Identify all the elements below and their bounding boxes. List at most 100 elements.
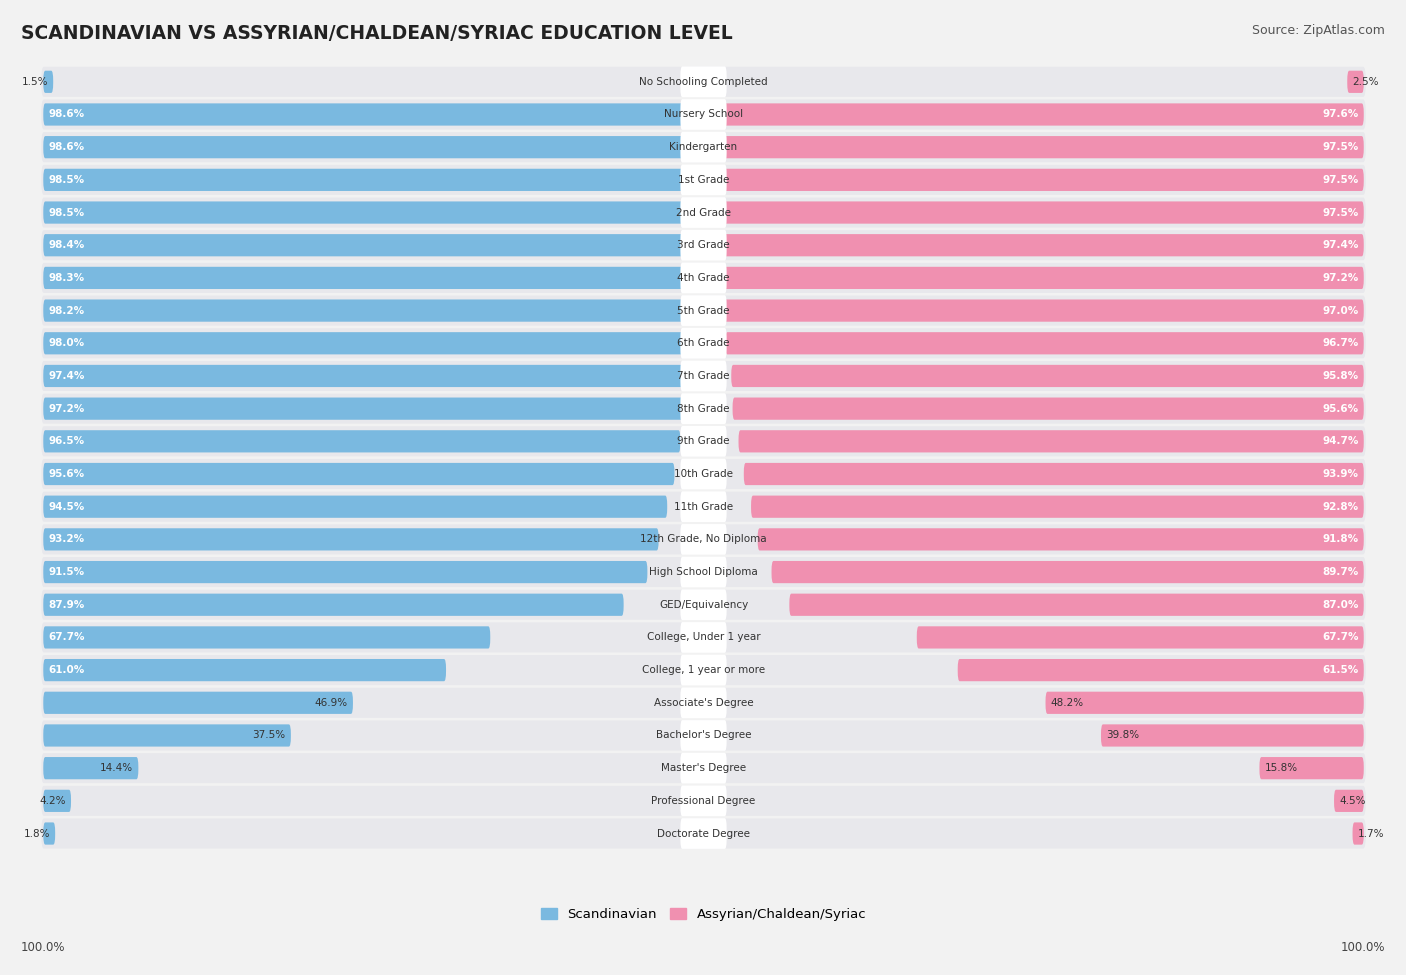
Text: 11th Grade: 11th Grade [673, 502, 733, 512]
Text: 98.4%: 98.4% [49, 240, 84, 251]
FancyBboxPatch shape [681, 458, 727, 489]
Text: 100.0%: 100.0% [1340, 941, 1385, 954]
FancyBboxPatch shape [44, 463, 675, 486]
Text: 98.2%: 98.2% [49, 305, 84, 316]
FancyBboxPatch shape [681, 589, 727, 620]
Text: 94.7%: 94.7% [1322, 437, 1358, 447]
FancyBboxPatch shape [681, 655, 727, 685]
Text: College, Under 1 year: College, Under 1 year [647, 633, 761, 643]
FancyBboxPatch shape [720, 169, 1364, 191]
FancyBboxPatch shape [44, 757, 138, 779]
FancyBboxPatch shape [41, 655, 1365, 685]
FancyBboxPatch shape [681, 361, 727, 391]
FancyBboxPatch shape [44, 71, 53, 93]
Text: 4.2%: 4.2% [39, 796, 66, 806]
Text: 4.5%: 4.5% [1340, 796, 1365, 806]
Text: 97.4%: 97.4% [49, 370, 84, 381]
FancyBboxPatch shape [681, 230, 727, 260]
FancyBboxPatch shape [44, 594, 624, 616]
Text: Bachelor's Degree: Bachelor's Degree [655, 730, 751, 740]
FancyBboxPatch shape [41, 818, 1365, 848]
FancyBboxPatch shape [44, 659, 446, 682]
Text: 97.5%: 97.5% [1322, 208, 1358, 217]
Text: 48.2%: 48.2% [1050, 698, 1084, 708]
Text: 67.7%: 67.7% [49, 633, 86, 643]
FancyBboxPatch shape [41, 198, 1365, 227]
FancyBboxPatch shape [44, 103, 695, 126]
FancyBboxPatch shape [44, 790, 72, 812]
FancyBboxPatch shape [681, 426, 727, 456]
FancyBboxPatch shape [44, 724, 291, 747]
Text: 98.6%: 98.6% [49, 142, 84, 152]
Text: 93.2%: 93.2% [49, 534, 84, 544]
Text: 96.5%: 96.5% [49, 437, 84, 447]
FancyBboxPatch shape [41, 66, 1365, 97]
FancyBboxPatch shape [44, 267, 692, 289]
FancyBboxPatch shape [41, 263, 1365, 292]
Text: 95.8%: 95.8% [1323, 370, 1358, 381]
FancyBboxPatch shape [681, 491, 727, 522]
FancyBboxPatch shape [44, 169, 693, 191]
FancyBboxPatch shape [41, 525, 1365, 555]
FancyBboxPatch shape [681, 557, 727, 587]
Text: 97.2%: 97.2% [49, 404, 84, 413]
Text: 8th Grade: 8th Grade [678, 404, 730, 413]
FancyBboxPatch shape [44, 691, 353, 714]
Text: 98.6%: 98.6% [49, 109, 84, 120]
FancyBboxPatch shape [44, 299, 692, 322]
Text: 97.5%: 97.5% [1322, 142, 1358, 152]
FancyBboxPatch shape [41, 753, 1365, 783]
Text: 98.5%: 98.5% [49, 175, 84, 185]
FancyBboxPatch shape [1353, 823, 1364, 844]
Text: 95.6%: 95.6% [1323, 404, 1358, 413]
FancyBboxPatch shape [41, 426, 1365, 456]
Legend: Scandinavian, Assyrian/Chaldean/Syriac: Scandinavian, Assyrian/Chaldean/Syriac [536, 903, 872, 926]
Text: 14.4%: 14.4% [100, 763, 134, 773]
FancyBboxPatch shape [41, 622, 1365, 652]
Text: 5th Grade: 5th Grade [678, 305, 730, 316]
Text: No Schooling Completed: No Schooling Completed [640, 77, 768, 87]
FancyBboxPatch shape [41, 786, 1365, 816]
FancyBboxPatch shape [720, 103, 1364, 126]
Text: 1.5%: 1.5% [21, 77, 48, 87]
Text: 100.0%: 100.0% [21, 941, 66, 954]
Text: GED/Equivalency: GED/Equivalency [659, 600, 748, 609]
FancyBboxPatch shape [44, 528, 658, 551]
Text: 12th Grade, No Diploma: 12th Grade, No Diploma [640, 534, 766, 544]
Text: SCANDINAVIAN VS ASSYRIAN/CHALDEAN/SYRIAC EDUCATION LEVEL: SCANDINAVIAN VS ASSYRIAN/CHALDEAN/SYRIAC… [21, 24, 733, 43]
FancyBboxPatch shape [44, 234, 693, 256]
Text: 91.8%: 91.8% [1323, 534, 1358, 544]
FancyBboxPatch shape [720, 202, 1364, 223]
FancyBboxPatch shape [44, 365, 686, 387]
FancyBboxPatch shape [41, 721, 1365, 751]
Text: 9th Grade: 9th Grade [678, 437, 730, 447]
FancyBboxPatch shape [41, 491, 1365, 522]
FancyBboxPatch shape [44, 823, 55, 844]
Text: Master's Degree: Master's Degree [661, 763, 747, 773]
Text: Nursery School: Nursery School [664, 109, 744, 120]
FancyBboxPatch shape [1046, 691, 1364, 714]
FancyBboxPatch shape [738, 430, 1364, 452]
FancyBboxPatch shape [41, 99, 1365, 130]
Text: 97.5%: 97.5% [1322, 175, 1358, 185]
Text: 97.0%: 97.0% [1322, 305, 1358, 316]
Text: Doctorate Degree: Doctorate Degree [657, 829, 749, 838]
Text: 7th Grade: 7th Grade [678, 370, 730, 381]
FancyBboxPatch shape [681, 687, 727, 719]
FancyBboxPatch shape [731, 365, 1364, 387]
Text: 87.9%: 87.9% [49, 600, 84, 609]
FancyBboxPatch shape [44, 495, 668, 518]
FancyBboxPatch shape [41, 230, 1365, 260]
FancyBboxPatch shape [681, 66, 727, 98]
Text: 1st Grade: 1st Grade [678, 175, 730, 185]
FancyBboxPatch shape [681, 328, 727, 359]
FancyBboxPatch shape [44, 561, 647, 583]
Text: Source: ZipAtlas.com: Source: ZipAtlas.com [1251, 24, 1385, 37]
FancyBboxPatch shape [44, 430, 681, 452]
FancyBboxPatch shape [917, 626, 1364, 648]
Text: 97.2%: 97.2% [1322, 273, 1358, 283]
Text: 98.0%: 98.0% [49, 338, 84, 348]
FancyBboxPatch shape [44, 626, 491, 648]
FancyBboxPatch shape [751, 495, 1364, 518]
FancyBboxPatch shape [681, 524, 727, 555]
